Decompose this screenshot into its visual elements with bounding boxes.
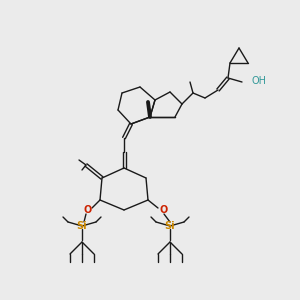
Text: O: O xyxy=(84,205,92,215)
Text: OH: OH xyxy=(252,76,267,86)
Text: Si: Si xyxy=(77,221,87,231)
Text: Si: Si xyxy=(165,221,175,231)
Text: O: O xyxy=(160,205,168,215)
